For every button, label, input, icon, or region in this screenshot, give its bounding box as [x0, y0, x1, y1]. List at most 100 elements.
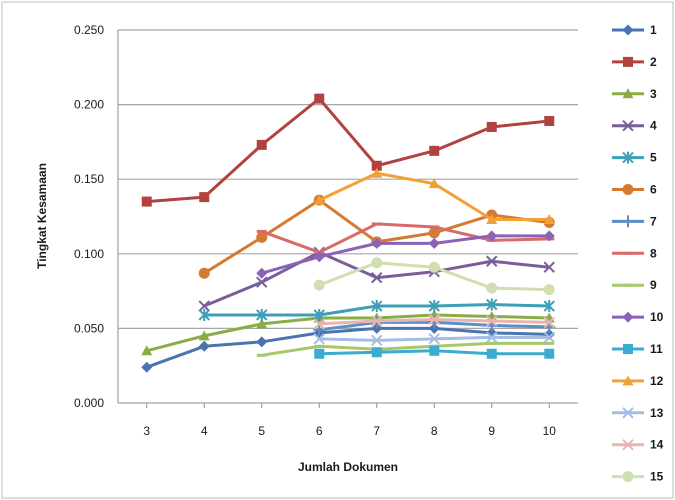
- series-11: [314, 345, 555, 359]
- x-axis-title: Jumlah Dokumen: [298, 460, 398, 474]
- data-point-14: [543, 316, 555, 329]
- series-line-10: [261, 234, 550, 275]
- y-tick-label: 0.150: [74, 172, 104, 186]
- legend-label: 3: [650, 87, 657, 101]
- data-point-11: [371, 347, 382, 358]
- data-point-15: [428, 261, 440, 273]
- data-point-5: [543, 300, 555, 313]
- x-tick-label: 8: [431, 424, 438, 438]
- series-line-9: [261, 341, 550, 357]
- legend-item-2: 2: [612, 55, 657, 69]
- x-tick-label: 10: [543, 424, 557, 438]
- series-line-2: [146, 97, 550, 204]
- data-point-13: [486, 331, 498, 344]
- legend-item-8: 8: [612, 246, 657, 260]
- data-point-10: [256, 267, 268, 279]
- y-tick-labels: 0.000 0.050 0.100 0.150 0.200 0.250: [74, 23, 104, 410]
- series-2: [141, 93, 555, 207]
- y-tick-label: 0.000: [74, 396, 104, 410]
- data-point-legend-13: [622, 407, 634, 419]
- legend-label: 10: [650, 310, 664, 324]
- legend-item-7: 7: [612, 214, 657, 228]
- data-point-4: [543, 261, 555, 273]
- data-point-11: [314, 348, 325, 359]
- data-point-legend-5: [622, 151, 634, 164]
- legend-label: 2: [650, 55, 657, 69]
- data-point-15: [543, 284, 555, 296]
- series-15: [313, 257, 555, 296]
- data-point-6: [428, 227, 440, 239]
- data-point-10: [428, 237, 440, 249]
- data-point-legend-14: [622, 438, 634, 451]
- legend-label: 14: [650, 438, 664, 452]
- legend-item-11: 11: [612, 342, 663, 356]
- data-point-1: [256, 336, 268, 348]
- data-point-12: [313, 194, 325, 205]
- legend-label: 4: [650, 119, 657, 133]
- data-point-13: [543, 331, 555, 344]
- legend-item-1: 1: [612, 23, 657, 37]
- data-point-legend-1: [622, 24, 634, 36]
- data-point-12: [486, 213, 498, 224]
- legend-item-15: 15: [612, 470, 664, 484]
- data-point-10: [371, 237, 383, 249]
- data-point-legend-2: [623, 56, 633, 67]
- data-point-13: [313, 333, 325, 345]
- series-5: [198, 298, 555, 321]
- data-point-legend-3: [622, 88, 634, 99]
- legend-label: 13: [650, 406, 664, 420]
- legend-label: 8: [650, 246, 657, 260]
- legend-item-10: 10: [612, 310, 664, 324]
- data-point-4: [198, 300, 210, 312]
- data-point-6: [256, 231, 268, 243]
- legend-label: 6: [650, 183, 657, 197]
- data-point-5: [198, 308, 210, 321]
- data-point-legend-11: [623, 344, 633, 354]
- data-point-legend-6: [622, 184, 634, 195]
- y-tick-label: 0.100: [74, 247, 104, 261]
- x-tick-label: 4: [201, 424, 208, 438]
- data-point-legend-12: [622, 375, 634, 386]
- data-point-4: [256, 276, 268, 288]
- data-point-11: [486, 348, 497, 359]
- x-tick-label: 6: [316, 424, 323, 438]
- legend-label: 9: [650, 278, 657, 292]
- data-point-12: [543, 213, 555, 224]
- y-tick-label: 0.250: [74, 23, 104, 37]
- data-point-4: [371, 271, 383, 284]
- series-line-1: [146, 326, 550, 369]
- data-point-10: [486, 230, 498, 242]
- legend-label: 12: [650, 374, 664, 388]
- data-point-2: [141, 196, 152, 207]
- x-tick-label: 3: [143, 424, 150, 438]
- legend-item-5: 5: [612, 151, 657, 165]
- legend-item-4: 4: [612, 119, 657, 133]
- legend-item-6: 6: [612, 183, 657, 197]
- legend-item-3: 3: [612, 87, 657, 101]
- legend-label: 7: [650, 214, 657, 228]
- data-point-13: [371, 334, 383, 347]
- data-point-legend-15: [622, 471, 634, 483]
- data-point-12: [371, 167, 383, 178]
- data-point-14: [313, 318, 325, 330]
- y-tick-label: 0.050: [74, 321, 104, 335]
- data-point-3: [198, 330, 210, 341]
- series-lines: [141, 93, 556, 373]
- legend-label: 5: [650, 151, 657, 165]
- data-point-1: [141, 361, 153, 373]
- data-point-11: [544, 348, 555, 359]
- data-point-5: [428, 300, 440, 313]
- legend-item-12: 12: [612, 374, 664, 388]
- data-point-2: [429, 145, 440, 156]
- legend-item-13: 13: [612, 406, 664, 420]
- data-point-5: [313, 308, 325, 321]
- data-point-15: [313, 279, 325, 291]
- data-point-2: [544, 116, 555, 127]
- legend-label: 11: [650, 342, 663, 356]
- series-14: [313, 313, 555, 330]
- gridlines: [118, 29, 578, 329]
- data-point-15: [486, 282, 498, 294]
